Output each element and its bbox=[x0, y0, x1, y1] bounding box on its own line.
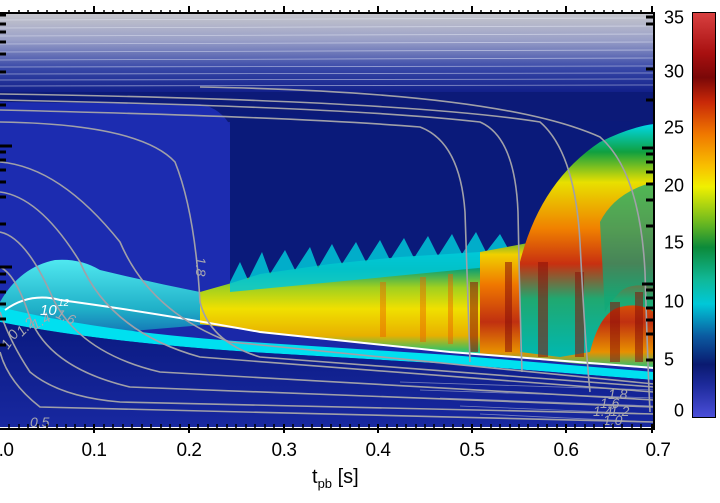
contour-label-right-5: 1.0 bbox=[603, 412, 623, 427]
x-axis-label-subscript: pb bbox=[317, 476, 333, 491]
svg-text:12: 12 bbox=[58, 298, 70, 309]
density-contour-label: 10 12 bbox=[40, 298, 70, 319]
contour-label-0-5: 0.5 bbox=[30, 414, 50, 427]
colorbar-tick-0: 0 bbox=[674, 400, 685, 421]
contour-label-right-4: 1.2 bbox=[610, 403, 630, 419]
contour-label-right-1: 1.8 bbox=[608, 386, 628, 402]
x-tick-0.0: .0 bbox=[0, 440, 14, 461]
x-tick-0.5: 0.5 bbox=[459, 440, 485, 461]
contour-label-left-4: 1.6 bbox=[54, 305, 79, 328]
x-axis-ticks bbox=[8, 6, 653, 433]
colorbar-tick-5: 5 bbox=[664, 349, 675, 370]
x-axis-label: tpb [s] bbox=[312, 466, 359, 491]
heatmap-plot-area: 1.8 1.0 1.2 1.4 1.6 0.5 1.8 1.6 1.4 1.2 … bbox=[0, 12, 654, 427]
x-axis-label-unit: [s] bbox=[337, 466, 359, 488]
colorbar-tick-35: 35 bbox=[664, 7, 685, 28]
colorbar-tick-25: 25 bbox=[664, 117, 685, 138]
x-tick-0.3: 0.3 bbox=[271, 440, 297, 461]
x-tick-0.4: 0.4 bbox=[365, 440, 391, 461]
contour-label-mid: 1.8 bbox=[193, 257, 209, 277]
heatmap-graphic: 1.8 1.0 1.2 1.4 1.6 0.5 1.8 1.6 1.4 1.2 … bbox=[0, 12, 654, 427]
x-tick-0.1: 0.1 bbox=[81, 440, 107, 461]
svg-text:10: 10 bbox=[40, 302, 57, 319]
x-tick-0.6: 0.6 bbox=[553, 440, 579, 461]
colorbar bbox=[692, 12, 716, 418]
contour-label-right-2: 1.6 bbox=[600, 395, 620, 411]
colorbar-tick-30: 30 bbox=[664, 61, 685, 82]
x-tick-0.7: 0.7 bbox=[645, 440, 671, 461]
colorbar-tick-10: 10 bbox=[664, 291, 685, 312]
x-tick-0.2: 0.2 bbox=[176, 440, 202, 461]
contour-label-right-3: 1.4 bbox=[593, 403, 613, 419]
colorbar-tick-20: 20 bbox=[664, 175, 685, 196]
x-axis-label-main: t bbox=[312, 466, 318, 488]
colorbar-tick-15: 15 bbox=[664, 232, 685, 253]
